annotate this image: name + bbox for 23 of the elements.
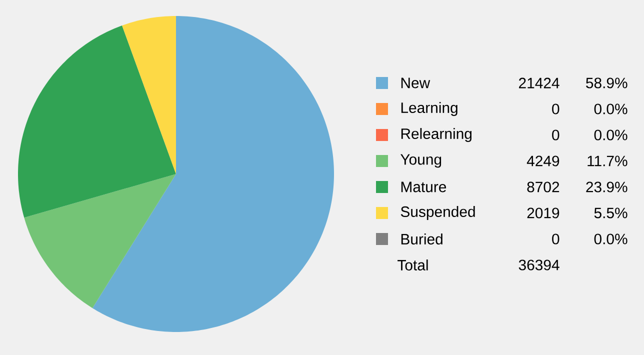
legend-label: New — [401, 78, 430, 88]
legend-label: Young — [400, 154, 442, 168]
legend-label: Suspended — [400, 206, 475, 220]
text: 11.7% — [588, 156, 628, 166]
text: 0.0% — [594, 234, 628, 244]
text: 5.5% — [594, 208, 628, 218]
data-label: 21424 — [519, 78, 560, 88]
text: 58.9% — [586, 78, 628, 88]
data-label: 2019 — [527, 208, 560, 218]
data-label: 8702 — [527, 182, 560, 192]
text: 0 — [552, 104, 560, 114]
text: 0.0% — [594, 130, 628, 140]
text: Total — [398, 260, 428, 270]
text: 0 — [552, 234, 560, 244]
legend-label: Learning — [401, 102, 458, 116]
text: 36394 — [518, 260, 560, 270]
text: 23.9% — [586, 182, 628, 192]
data-label: 4249 — [526, 156, 560, 166]
legend-label: Buried — [401, 234, 442, 244]
legend-label: Mature — [401, 182, 446, 192]
legend-label: Relearning — [401, 128, 472, 142]
text: 0 — [552, 130, 560, 140]
text: 0.0% — [594, 104, 628, 114]
